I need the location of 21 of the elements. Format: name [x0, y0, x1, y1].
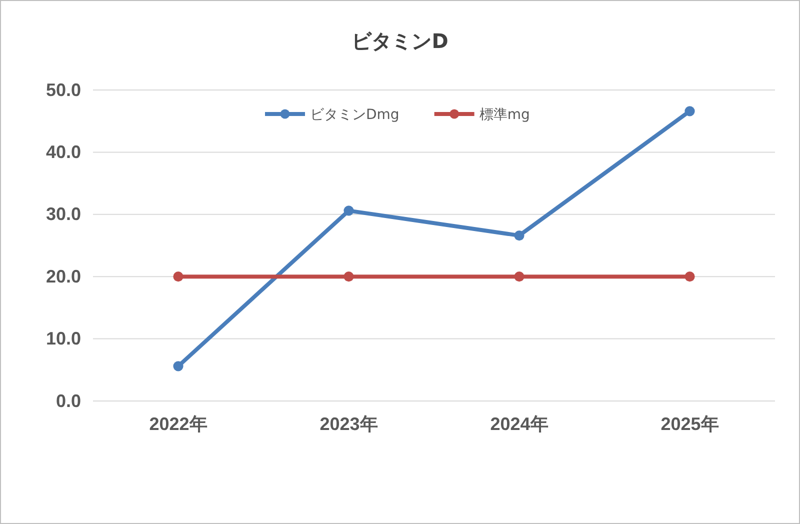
y-tick-label: 20.0	[46, 266, 81, 286]
legend-label: ビタミンDmg	[310, 107, 400, 123]
point	[344, 272, 354, 282]
chart-title: ビタミンD	[352, 29, 448, 53]
y-tick-label: 10.0	[46, 328, 81, 349]
point	[514, 230, 524, 241]
y-tick-label: 30.0	[46, 204, 81, 224]
point	[684, 106, 695, 116]
point	[344, 206, 354, 216]
x-tick-label: 2024年	[490, 414, 548, 434]
point	[684, 272, 695, 282]
x-tick-label: 2022年	[149, 414, 208, 434]
y-tick-label: 0.0	[56, 390, 81, 411]
point	[173, 361, 184, 372]
x-tick-label: 2025年	[660, 414, 719, 434]
y-tick-label: 50.0	[46, 80, 81, 100]
x-tick-label: 2023年	[320, 414, 378, 434]
point	[173, 272, 184, 282]
y-tick-label: 40.0	[46, 142, 81, 162]
point	[514, 272, 524, 282]
legend-label: 標準mg	[479, 107, 530, 123]
